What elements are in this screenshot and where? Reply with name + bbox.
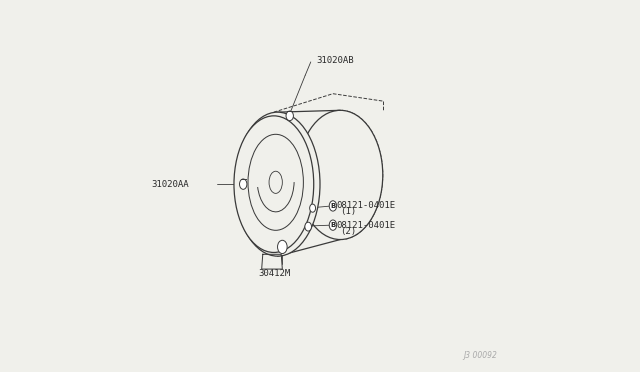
Text: B: B [330,203,335,209]
Text: 31020AB: 31020AB [316,56,354,65]
Ellipse shape [310,204,316,212]
Ellipse shape [286,111,293,121]
Text: 31020AA: 31020AA [151,180,189,189]
Ellipse shape [269,171,282,193]
Text: (1): (1) [340,207,356,217]
Ellipse shape [239,179,247,189]
Ellipse shape [234,116,314,253]
Ellipse shape [235,112,320,256]
Text: J3 00092: J3 00092 [463,350,497,359]
Ellipse shape [278,240,287,254]
Ellipse shape [298,110,383,240]
Text: (2): (2) [340,227,356,235]
Ellipse shape [329,220,337,230]
Text: 30412M: 30412M [259,269,291,279]
Text: 08121-0401E: 08121-0401E [337,221,396,230]
Ellipse shape [329,201,337,211]
Ellipse shape [248,134,303,230]
Ellipse shape [305,222,312,231]
Text: B: B [330,222,335,228]
Text: 08121-0401E: 08121-0401E [337,201,396,211]
